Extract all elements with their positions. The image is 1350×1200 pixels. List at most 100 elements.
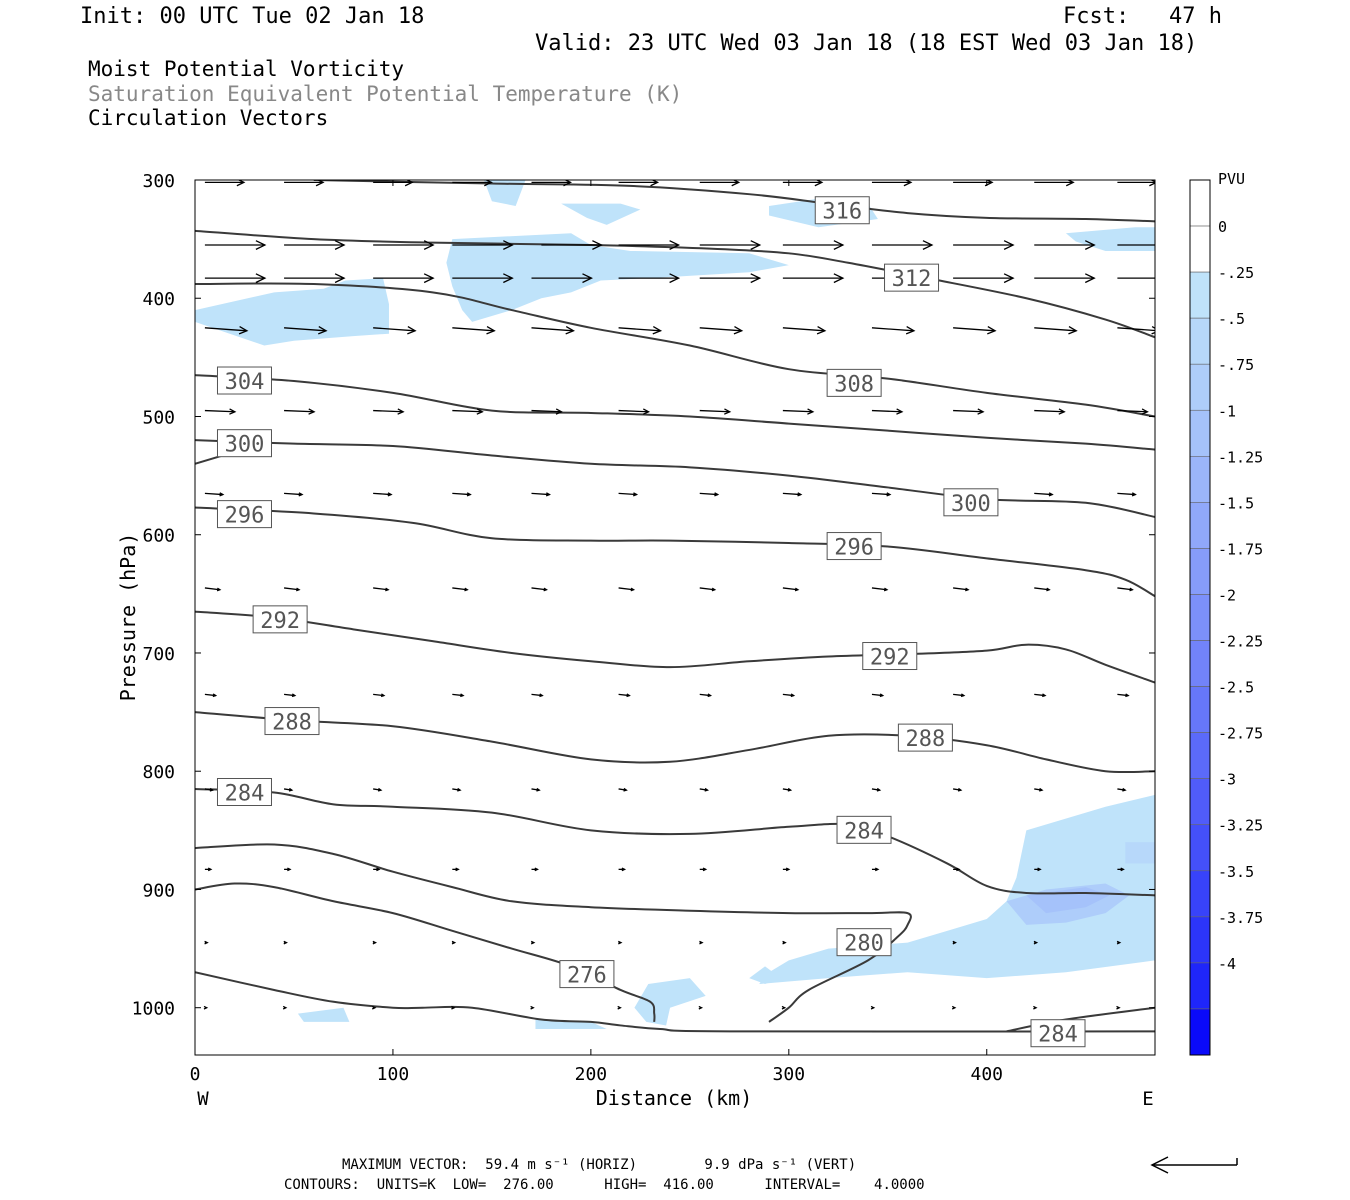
circulation-vector — [452, 408, 484, 415]
colorbar-cell — [1189, 363, 1211, 411]
circulation-vector — [782, 240, 845, 250]
vector-shaft — [618, 492, 637, 496]
vector-head — [1168, 274, 1177, 283]
vector-shaft — [699, 587, 715, 591]
vector-head — [1042, 693, 1047, 698]
y-axis-label: Pressure (hPa) — [116, 533, 140, 702]
contour-label-box — [826, 368, 882, 397]
colorbar-label: -1.75 — [1218, 540, 1263, 558]
vector-shaft — [1034, 409, 1065, 413]
vector-shaft — [1034, 327, 1077, 332]
circulation-vector — [617, 1005, 622, 1010]
vector-shaft — [699, 409, 730, 413]
contour-label-text: 300 — [951, 492, 991, 517]
circulation-vector — [953, 273, 1015, 284]
colorbar-cell — [1189, 456, 1211, 503]
vector-head — [833, 273, 845, 284]
theta-es-contour-284-2 — [195, 843, 912, 1023]
vector-shaft — [373, 587, 389, 591]
vector-head — [1038, 787, 1044, 792]
circulation-vector — [452, 867, 460, 872]
vector-head — [704, 787, 710, 792]
vector-shaft — [782, 492, 801, 496]
circulation-vector — [284, 693, 297, 698]
circulation-vector — [204, 408, 237, 415]
circulation-vector — [283, 940, 288, 945]
vector-head — [733, 326, 744, 335]
colorbar-label: -3.75 — [1218, 909, 1263, 927]
vector-head — [229, 408, 237, 415]
vector-head — [642, 408, 651, 415]
circulation-vector — [1117, 787, 1127, 792]
vector-shaft — [953, 587, 969, 591]
init-time-label: Init: 00 UTC Tue 02 Jan 18 — [80, 4, 425, 29]
forecast-hour-label: Fcst: 47 h — [1063, 4, 1222, 29]
vector-head — [1141, 408, 1149, 415]
vector-shaft — [1117, 327, 1155, 332]
contour-label-text: 312 — [892, 267, 932, 292]
vector-head — [255, 273, 267, 284]
contour-label-text: 288 — [906, 727, 946, 752]
vector-head — [457, 787, 462, 792]
valid-time-label: Valid: 23 UTC Wed 03 Jan 18 (18 EST Wed … — [535, 31, 1198, 56]
circulation-vector — [782, 492, 803, 497]
vector-head — [203, 1005, 209, 1010]
vector-head — [750, 240, 762, 250]
vector-shaft — [452, 327, 495, 332]
circulation-vector — [452, 587, 469, 592]
circulation-vector — [871, 693, 885, 698]
colorbar-label: -1.25 — [1218, 448, 1263, 466]
vector-head — [455, 867, 460, 872]
vector-head — [1129, 587, 1134, 592]
vector-head — [1033, 1005, 1038, 1010]
circulation-vector — [531, 408, 563, 415]
vector-shaft — [204, 492, 223, 496]
contour-label-box — [264, 707, 320, 736]
contour-label-text: 284 — [844, 819, 884, 844]
colorbar-cell — [1189, 870, 1211, 918]
contour-label-text: 308 — [834, 372, 874, 397]
circulation-vector — [953, 408, 985, 415]
vector-shaft — [373, 327, 416, 332]
vector-shaft — [618, 587, 634, 591]
vector-shaft — [699, 693, 711, 697]
circulation-vector — [782, 867, 791, 872]
circulation-vector — [1116, 940, 1122, 945]
vector-head — [1131, 492, 1137, 497]
vector-shaft — [618, 693, 630, 697]
circulation-vector — [871, 492, 892, 497]
circulation-vector — [531, 587, 548, 592]
vector-head — [451, 1005, 456, 1010]
x-tick-label: 300 — [773, 1064, 806, 1085]
vector-head — [782, 940, 787, 945]
circulation-vector — [870, 1005, 876, 1010]
theta-es-contour-316-13 — [313, 180, 1155, 223]
vector-shaft — [1034, 693, 1046, 697]
vector-head — [503, 240, 514, 250]
circulation-vector — [699, 273, 762, 284]
colorbar-label: -.5 — [1218, 310, 1245, 328]
colorbar-label: -3 — [1218, 771, 1236, 789]
vector-head — [652, 326, 663, 335]
colorbar-label: -.75 — [1218, 356, 1254, 374]
circulation-vector — [699, 492, 720, 497]
vector-head — [283, 940, 288, 945]
vector-head — [1120, 867, 1125, 872]
vector-head — [464, 587, 469, 592]
circulation-vector — [953, 240, 1015, 250]
contour-label-box — [943, 488, 999, 517]
vector-head — [282, 1005, 288, 1010]
circulation-vector — [782, 273, 845, 284]
vector-head — [905, 326, 916, 335]
contour-label-3: 304 — [216, 366, 272, 395]
colorbar-cell — [1189, 824, 1211, 872]
contour-label-5: 300 — [943, 488, 999, 517]
vector-head — [883, 587, 889, 592]
vector-head — [238, 326, 249, 335]
vector-head — [707, 693, 713, 698]
contour-label-text: 296 — [834, 536, 874, 561]
circulation-vector — [871, 240, 934, 250]
contour-label-box — [884, 263, 940, 292]
pv-shade-2 — [561, 203, 641, 225]
x-axis-label: Distance (km) — [596, 1086, 753, 1110]
